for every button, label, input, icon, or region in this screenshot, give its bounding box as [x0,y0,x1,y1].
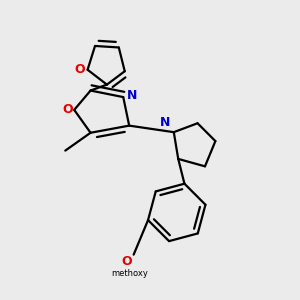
Text: O: O [62,103,73,116]
Text: O: O [75,63,85,76]
Text: N: N [160,116,170,129]
Text: methoxy: methoxy [111,269,148,278]
Text: N: N [127,89,137,102]
Text: O: O [122,255,132,268]
